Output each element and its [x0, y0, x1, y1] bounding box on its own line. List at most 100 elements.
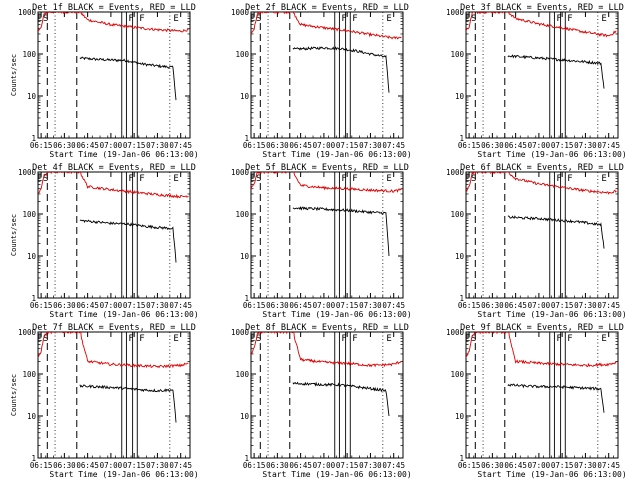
series-events-line	[507, 215, 605, 249]
x-tick-label: 06:15	[458, 461, 481, 470]
plot-frame	[37, 171, 191, 299]
x-tick-label: 07:15	[123, 141, 146, 150]
marker-label: S	[256, 14, 261, 24]
y-tick-label: 1000	[231, 168, 250, 177]
x-tick-label: 07:30	[146, 141, 169, 150]
y-tick-label: 1000	[446, 168, 465, 177]
x-tick-label: 06:15	[243, 461, 266, 470]
x-tick-label: 07:00	[100, 461, 123, 470]
marker-label: E	[465, 174, 470, 184]
marker-label: E	[601, 334, 606, 344]
x-axis-label: Start Time (19-Jan-06 06:13:00)	[262, 150, 411, 159]
series-lld-line	[38, 332, 189, 369]
marker-label: E	[173, 14, 178, 24]
y-axis-label: Counts/sec	[10, 374, 18, 416]
x-tick-label: 07:15	[551, 141, 574, 150]
y-tick-label: 10	[27, 412, 37, 421]
x-tick-label: 06:45	[76, 461, 99, 470]
y-tick-label: 1000	[446, 328, 465, 337]
y-tick-label: 1	[244, 134, 249, 143]
plot-frame	[250, 11, 404, 139]
x-tick-label: 07:15	[123, 301, 146, 310]
y-tick-label: 100	[450, 50, 464, 59]
x-tick-label: 07:45	[382, 141, 405, 150]
y-tick-label: 1	[459, 454, 464, 463]
x-tick-label: 07:15	[551, 301, 574, 310]
y-tick-label: 10	[27, 252, 37, 261]
chart-panel-4: Det 4f BLACK = Events, RED = LLD 1 10 100 10…	[10, 163, 199, 319]
x-tick-label: 06:30	[481, 461, 504, 470]
x-tick-label: 06:30	[266, 461, 289, 470]
y-tick-label: 1000	[231, 328, 250, 337]
marker-label: E	[386, 334, 391, 344]
marker-label: F	[341, 334, 346, 344]
y-tick-label: 100	[450, 370, 464, 379]
series-lld-line	[251, 172, 402, 193]
x-axis-label: Start Time (19-Jan-06 06:13:00)	[477, 150, 626, 159]
y-tick-label: 1000	[231, 8, 250, 17]
y-tick-label: 100	[235, 50, 249, 59]
series-events-line	[292, 381, 390, 417]
series-events-line	[507, 54, 605, 89]
x-axis-label: Start Time (19-Jan-06 06:13:00)	[49, 150, 198, 159]
y-tick-label: 1000	[18, 8, 37, 17]
x-axis-label: Start Time (19-Jan-06 06:13:00)	[49, 470, 198, 479]
x-tick-label: 06:45	[289, 301, 312, 310]
marker-label: S	[471, 14, 476, 24]
y-tick-label: 10	[27, 92, 37, 101]
y-tick-label: 1	[31, 454, 36, 463]
x-tick-label: 07:45	[597, 301, 620, 310]
x-tick-label: 06:15	[243, 141, 266, 150]
x-tick-label: 06:30	[266, 141, 289, 150]
x-tick-label: 07:00	[528, 301, 551, 310]
marker-label: F	[341, 14, 346, 24]
x-axis-label: Start Time (19-Jan-06 06:13:00)	[477, 470, 626, 479]
x-tick-label: 07:00	[100, 301, 123, 310]
x-axis-label: Start Time (19-Jan-06 06:13:00)	[477, 310, 626, 319]
marker-label: F	[352, 14, 357, 24]
x-tick-label: 07:00	[313, 461, 336, 470]
y-tick-label: 10	[240, 252, 250, 261]
x-tick-label: 07:00	[528, 141, 551, 150]
chart-title: Det 2f BLACK = Events, RED = LLD	[245, 3, 409, 13]
x-tick-label: 07:00	[313, 301, 336, 310]
marker-label: S	[256, 334, 261, 344]
chart-panel-2: Det 2f BLACK = Events, RED = LLD 1 10 100 10…	[231, 3, 412, 159]
marker-label: E	[601, 14, 606, 24]
plot-frame	[465, 11, 619, 139]
x-axis-label: Start Time (19-Jan-06 06:13:00)	[262, 310, 411, 319]
marker-label: F	[567, 14, 572, 24]
marker-label: E	[386, 174, 391, 184]
x-tick-label: 07:45	[169, 461, 192, 470]
x-tick-label: 06:45	[289, 141, 312, 150]
chart-title: Det 8f BLACK = Events, RED = LLD	[245, 323, 409, 333]
chart-panel-3: Det 3f BLACK = Events, RED = LLD 1 10 100 10…	[446, 3, 627, 159]
y-tick-label: 100	[235, 210, 249, 219]
series-events-line	[79, 384, 177, 423]
x-tick-label: 06:15	[30, 301, 53, 310]
marker-label: E	[465, 14, 470, 24]
x-tick-label: 06:15	[30, 461, 53, 470]
marker-label: F	[556, 14, 561, 24]
series-lld-line	[38, 12, 189, 33]
marker-label: F	[139, 174, 144, 184]
x-tick-label: 06:15	[458, 141, 481, 150]
y-tick-label: 1000	[18, 168, 37, 177]
x-tick-label: 07:00	[313, 141, 336, 150]
chart-title: Det 6f BLACK = Events, RED = LLD	[460, 163, 624, 173]
y-axis-label: Counts/sec	[10, 214, 18, 256]
x-tick-label: 07:45	[169, 141, 192, 150]
marker-label: E	[37, 334, 42, 344]
chart-title: Det 9f BLACK = Events, RED = LLD	[460, 323, 624, 333]
plot-frame	[37, 11, 191, 139]
x-tick-label: 07:15	[336, 141, 359, 150]
series-events-line	[79, 219, 177, 263]
x-tick-label: 07:15	[551, 461, 574, 470]
marker-label: F	[556, 334, 561, 344]
y-tick-label: 1000	[446, 8, 465, 17]
marker-label: S	[256, 174, 261, 184]
plot-frame	[37, 331, 191, 459]
x-tick-label: 06:45	[504, 301, 527, 310]
x-tick-label: 06:30	[53, 141, 76, 150]
